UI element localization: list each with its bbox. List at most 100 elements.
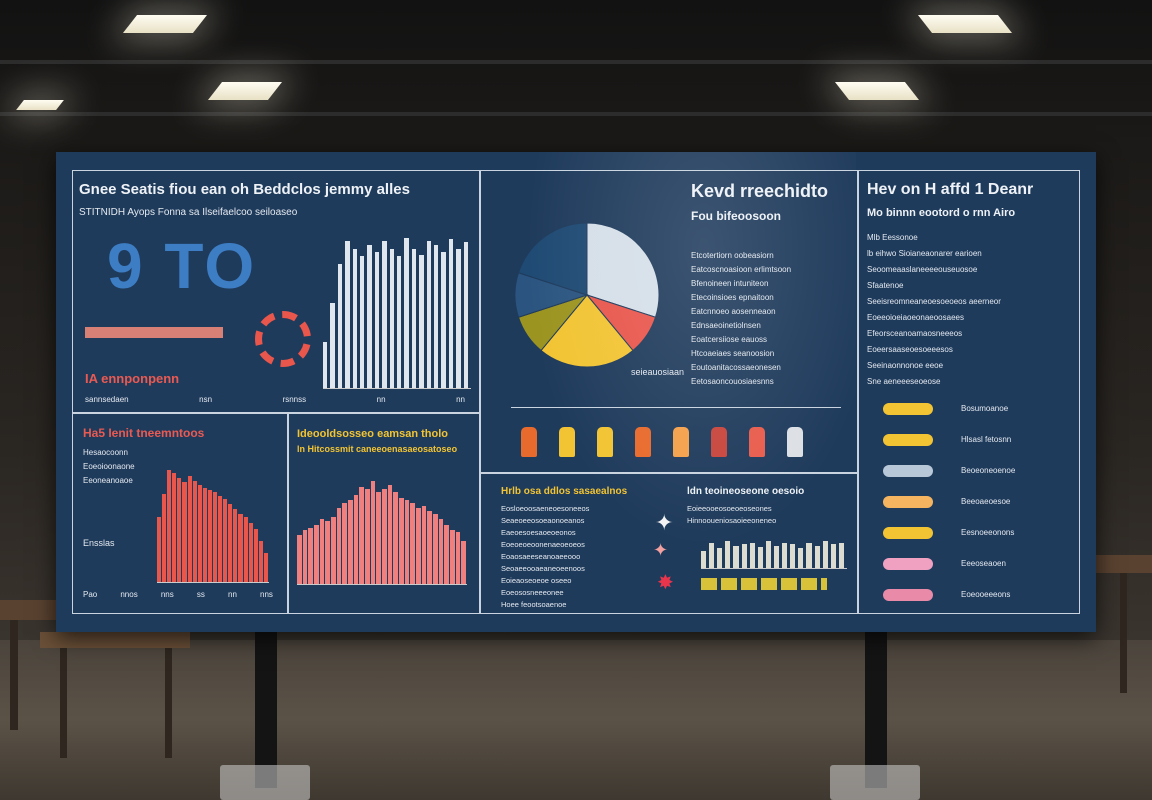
person-icon	[521, 427, 537, 457]
chart-bar	[238, 513, 243, 582]
text-line: Seeinaonnonoe eeoe	[867, 361, 944, 370]
chart-bar	[822, 541, 828, 568]
person-icon	[597, 427, 613, 457]
chart-caption: Ensslas	[83, 538, 115, 548]
chart-bar	[197, 485, 202, 582]
chart-bar	[365, 488, 370, 584]
chart-bar	[382, 240, 387, 388]
chart-bar	[404, 237, 409, 388]
pie-caption: seieauosiaan	[631, 367, 685, 377]
panel-footer: sannsedaen nsn rsnnss nn nn	[85, 395, 465, 407]
footer-label: Pao	[83, 590, 98, 599]
panel-details: Hev on H affd 1 Deanr Mo binnn eootord o…	[858, 170, 1080, 614]
legend-swatch	[883, 589, 933, 601]
text-line: Seeisreomneaneoesoeoeos aeerneor	[867, 297, 1001, 306]
person-icon	[749, 427, 765, 457]
person-icon	[673, 427, 689, 457]
stool-leg	[165, 648, 172, 758]
chart-bar	[455, 532, 461, 584]
text-line: Efeorsceanoamaosneeeos	[867, 329, 963, 338]
ceiling-light	[917, 15, 1013, 33]
bar-chart	[701, 540, 847, 569]
text-line: Hesaocoonn	[83, 448, 128, 457]
text-line: Etecoinsioes epnaitoon	[691, 293, 774, 302]
chart-bar	[336, 508, 342, 584]
big-number: 9 TO	[107, 230, 257, 302]
chart-bar	[330, 302, 335, 388]
text-line: Eosloeoosaeneoesoneeos	[501, 504, 590, 513]
text-line: Hinnooueniosaoieeoneneo	[687, 516, 777, 525]
person-icon	[711, 427, 727, 457]
legend-label: Eesnoeeonons	[961, 528, 1015, 537]
chart-bar	[757, 547, 763, 568]
stool-leg	[60, 648, 67, 758]
chart-bar	[352, 248, 357, 388]
progress-bar	[85, 327, 223, 338]
chart-bar	[308, 527, 313, 584]
floor	[0, 640, 1152, 800]
chart-bar	[187, 475, 192, 582]
panel-title: Hrlb osa ddlos sasaealnos	[501, 486, 628, 497]
text-line: Seoomeaaslaneeeeouseuosoe	[867, 265, 978, 274]
chart-bar	[342, 503, 347, 584]
chart-bar	[814, 545, 820, 568]
chart-bar	[830, 544, 836, 568]
stand-base	[220, 765, 310, 800]
star-icon: ✦	[655, 510, 674, 535]
chart-bar	[790, 544, 796, 568]
text-line: Eoeoioonaone	[83, 462, 135, 471]
chart-bar	[228, 504, 233, 582]
chart-bar	[461, 540, 466, 584]
chart-bar	[376, 492, 381, 584]
chart-bar	[426, 240, 431, 388]
panel-title: Kevd rreechidto	[691, 181, 829, 201]
footer-label: nnos	[120, 590, 138, 599]
legend-swatch	[883, 558, 933, 570]
panel-title: Hev on H affd 1 Deanr	[867, 181, 1034, 198]
chart-bar	[427, 510, 432, 584]
chart-bar	[253, 528, 258, 582]
text-line: Eoieeooeosoeoeoseones	[687, 504, 772, 513]
chart-bar	[448, 239, 454, 388]
text-line: Eoaosaeeseanoaeeooo	[501, 552, 581, 561]
chart-bar	[223, 499, 228, 582]
chart-bar	[393, 492, 398, 584]
panel-breakdown: Kevd rreechidto Fou bifeoosoon seieauosi…	[480, 170, 858, 473]
chart-bar	[348, 499, 353, 584]
footer-label: nns	[160, 590, 174, 599]
bar-chart	[297, 476, 467, 585]
text-line: Eoeeoioeiaoeonaeoosaees	[867, 313, 964, 322]
person-icon	[787, 427, 803, 457]
table-leg	[1120, 573, 1127, 693]
footer-label: nn	[376, 395, 386, 404]
text-line: Ednsaeoinetiolnsen	[691, 321, 761, 330]
text-line: Eatcnnoeo aosenneaon	[691, 307, 776, 316]
legend-label: Hlsasl fetosnn	[961, 435, 1012, 444]
legend-label: Eeeoseaoen	[961, 559, 1006, 568]
panel-label: IA ennponpenn	[85, 371, 180, 386]
chart-bar	[733, 545, 739, 568]
panel-title: Ha5 Ienit tneemntoos	[83, 426, 205, 440]
chart-bar	[157, 517, 162, 582]
panel-subtitle: Fou bifeoosoon	[691, 209, 781, 223]
chart-bar	[411, 248, 417, 388]
text-line: Hoee feootsoaenoe	[501, 600, 567, 609]
table-leg	[10, 620, 18, 730]
chart-bar	[749, 542, 755, 568]
text-line: Eetosaoncouosiaesnns	[691, 377, 774, 386]
footer-label: nn	[228, 590, 237, 599]
panel-subtitle: STITNIDH Ayops Fonna sa Ilseifaelcoo sei…	[79, 207, 298, 218]
chart-bar	[202, 487, 207, 582]
panel-caption: ldn teoineoseone oesoio	[687, 486, 805, 497]
chart-bar	[382, 488, 387, 584]
pie-slice	[517, 222, 588, 296]
timeline	[511, 407, 841, 408]
chart-bar	[319, 519, 325, 584]
flame-icon: ✸	[657, 572, 674, 594]
stool	[40, 632, 190, 648]
ceiling-beam	[0, 60, 1152, 64]
chart-bar	[404, 499, 410, 584]
panel-subtitle: ln Hitcossmit caneeoenasaeosatoseo	[297, 444, 458, 454]
text-line: Eoieaoseoeoe oseeo	[501, 576, 572, 585]
text-line: lb eihwo Sioianeaonarer earioen	[867, 249, 982, 258]
